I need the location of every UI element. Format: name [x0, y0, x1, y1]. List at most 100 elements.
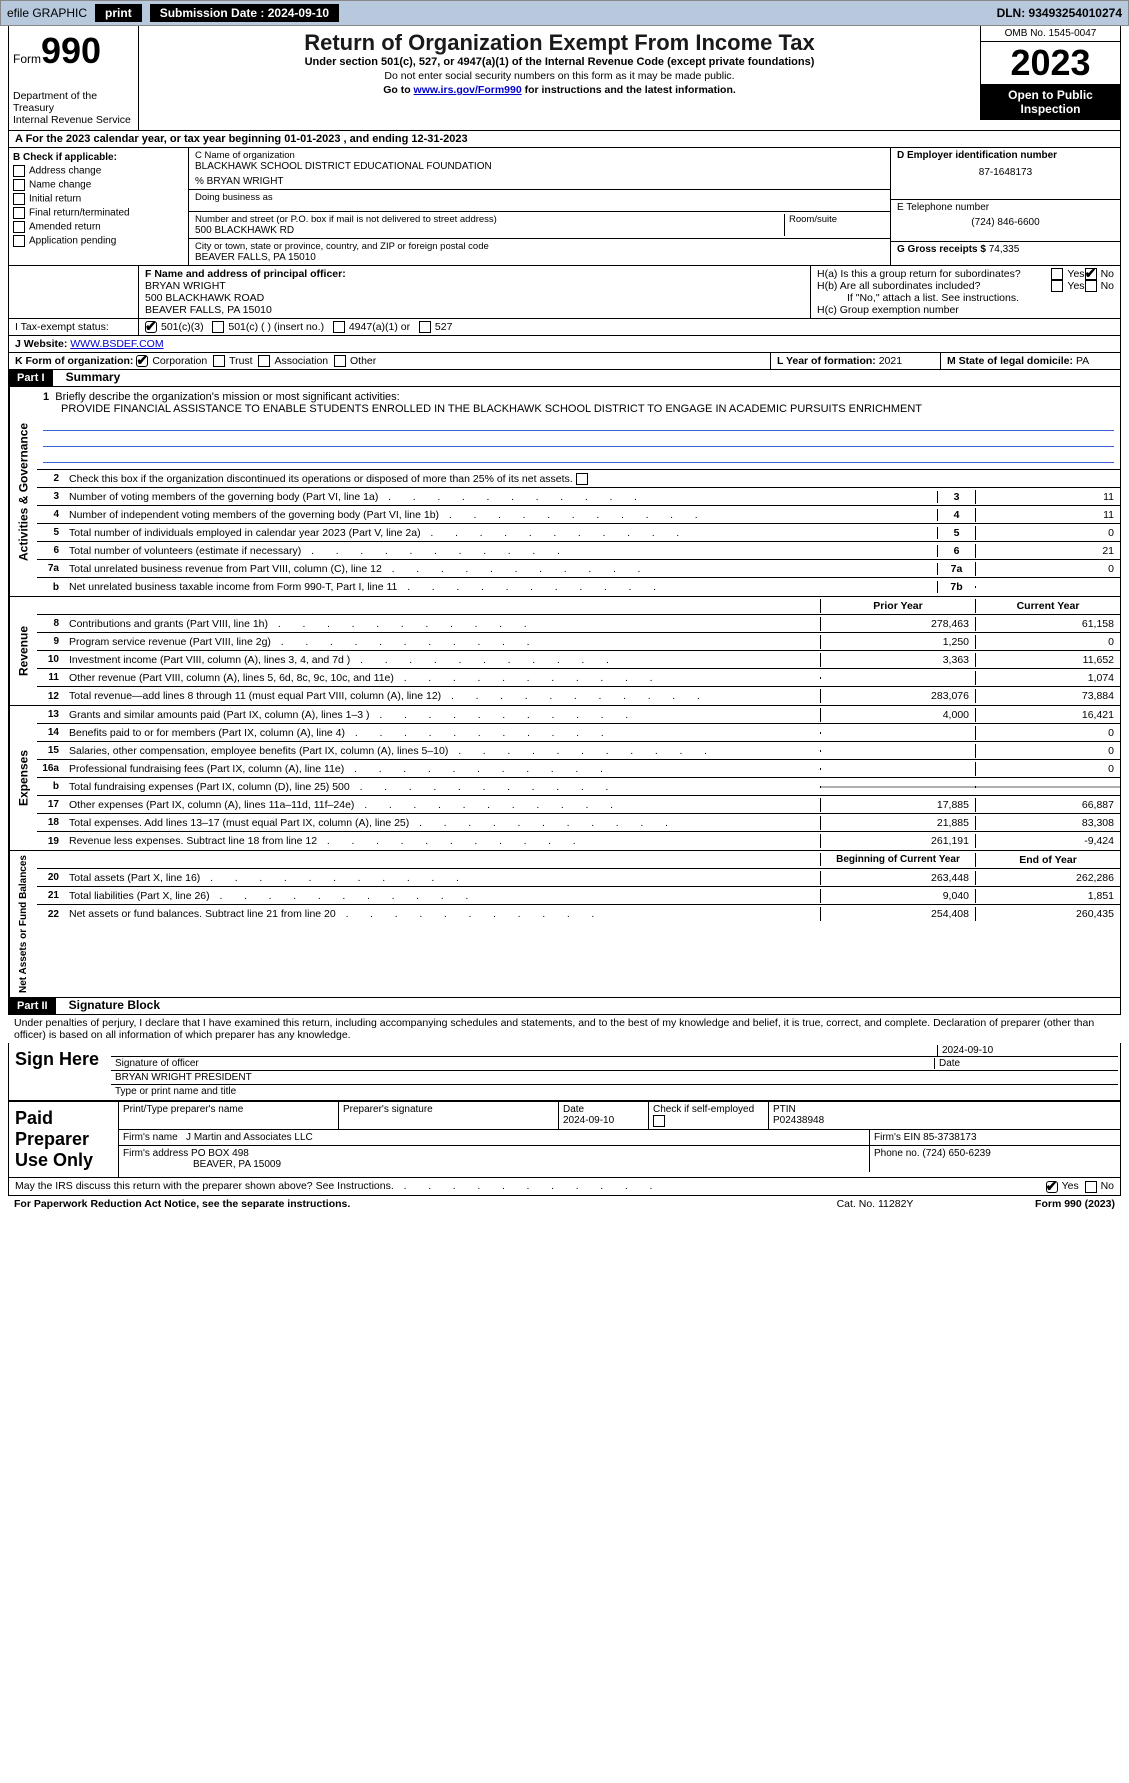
- yes-label: Yes: [1067, 268, 1084, 280]
- print-button[interactable]: print: [95, 4, 142, 22]
- activities-section: Activities & Governance 1 Briefly descri…: [8, 387, 1121, 597]
- colb-checkbox[interactable]: [13, 165, 25, 177]
- form-number: 990: [41, 30, 101, 71]
- curr-val: 262,286: [975, 871, 1120, 885]
- tax-year: 2023: [981, 42, 1120, 84]
- hb-no-checkbox[interactable]: [1085, 280, 1097, 292]
- line-text: Total revenue—add lines 8 through 11 (mu…: [65, 689, 820, 703]
- curr-val: 1,074: [975, 671, 1120, 685]
- form-header: Form990 Department of the Treasury Inter…: [8, 26, 1121, 131]
- corp-checkbox[interactable]: [136, 355, 148, 367]
- summary-value: 0: [975, 562, 1120, 576]
- discuss-no-checkbox[interactable]: [1085, 1181, 1097, 1193]
- firm-addr2: BEAVER, PA 15009: [123, 1159, 281, 1170]
- curr-val: 260,435: [975, 907, 1120, 921]
- submission-date-button[interactable]: Submission Date : 2024-09-10: [150, 4, 339, 22]
- line-text: Salaries, other compensation, employee b…: [65, 744, 820, 758]
- dba-label: Doing business as: [195, 192, 884, 203]
- website-link[interactable]: WWW.BSDEF.COM: [70, 338, 163, 350]
- care-of: % BRYAN WRIGHT: [195, 176, 884, 187]
- colb-item-label: Initial return: [29, 194, 81, 205]
- colb-checkbox[interactable]: [13, 207, 25, 219]
- officer-name-title: BRYAN WRIGHT PRESIDENT: [111, 1070, 1118, 1084]
- part1-name: Summary: [56, 370, 121, 384]
- netassets-label: Net Assets or Fund Balances: [9, 851, 37, 997]
- opt-501c: 501(c) ( ) (insert no.): [228, 321, 324, 333]
- line-text: Total liabilities (Part X, line 26): [65, 889, 820, 903]
- discuss-text: May the IRS discuss this return with the…: [15, 1180, 1046, 1192]
- line-text: Total expenses. Add lines 13–17 (must eq…: [65, 816, 820, 830]
- expenses-section: Expenses 13Grants and similar amounts pa…: [8, 706, 1121, 851]
- omb-number: OMB No. 1545-0047: [981, 26, 1120, 42]
- col-b-checkboxes: B Check if applicable: Address changeNam…: [9, 148, 189, 265]
- 527-checkbox[interactable]: [419, 321, 431, 333]
- colb-checkbox[interactable]: [13, 193, 25, 205]
- irs-link[interactable]: www.irs.gov/Form990: [414, 84, 522, 96]
- part2-badge: Part II: [9, 998, 56, 1014]
- line2-checkbox[interactable]: [576, 473, 588, 485]
- prior-val: 263,448: [820, 871, 975, 885]
- line-text: Program service revenue (Part VIII, line…: [65, 635, 820, 649]
- self-emp-checkbox[interactable]: [653, 1115, 665, 1127]
- summary-value: [975, 586, 1120, 588]
- 501c-checkbox[interactable]: [212, 321, 224, 333]
- gross-label: G Gross receipts $: [897, 244, 989, 255]
- line-text: Investment income (Part VIII, column (A)…: [65, 653, 820, 667]
- addr-label: Number and street (or P.O. box if mail i…: [195, 214, 784, 225]
- officer-row: F Name and address of principal officer:…: [8, 266, 1121, 319]
- irs-label: Internal Revenue Service: [13, 114, 134, 126]
- summary-line-text: Number of voting members of the governin…: [65, 490, 937, 504]
- row-a-period: A For the 2023 calendar year, or tax yea…: [8, 131, 1121, 148]
- top-toolbar: efile GRAPHIC print Submission Date : 20…: [0, 0, 1129, 26]
- line-text: Benefits paid to or for members (Part IX…: [65, 726, 820, 740]
- summary-line-text: Total number of volunteers (estimate if …: [65, 544, 937, 558]
- 4947-checkbox[interactable]: [333, 321, 345, 333]
- firm-ein: 85-3738173: [923, 1132, 976, 1143]
- prior-val: 9,040: [820, 889, 975, 903]
- sign-here-label: Sign Here: [9, 1043, 109, 1100]
- firm-ein-label: Firm's EIN: [874, 1132, 923, 1143]
- declaration-text: Under penalties of perjury, I declare th…: [8, 1015, 1121, 1043]
- prep-date: 2024-09-10: [563, 1115, 614, 1126]
- dept-label: Department of the Treasury: [13, 90, 134, 114]
- cat-no: Cat. No. 11282Y: [775, 1198, 975, 1210]
- opt-trust: Trust: [229, 355, 253, 367]
- form-footer: Form 990 (2023): [975, 1198, 1115, 1210]
- form-subtitle: Under section 501(c), 527, or 4947(a)(1)…: [149, 56, 970, 68]
- ha-no-checkbox[interactable]: [1085, 268, 1097, 280]
- org-name: BLACKHAWK SCHOOL DISTRICT EDUCATIONAL FO…: [195, 161, 884, 172]
- colb-checkbox[interactable]: [13, 235, 25, 247]
- discuss-inner: May the IRS discuss this return with the…: [15, 1180, 394, 1192]
- firm-phone-label: Phone no.: [874, 1148, 922, 1159]
- discuss-yes-checkbox[interactable]: [1046, 1181, 1058, 1193]
- 501c3-checkbox[interactable]: [145, 321, 157, 333]
- curr-val: 61,158: [975, 617, 1120, 631]
- firm-addr1: PO BOX 498: [191, 1148, 249, 1159]
- j-label: J Website:: [15, 338, 70, 350]
- firm-phone: (724) 650-6239: [922, 1148, 990, 1159]
- open-public: Open to Public Inspection: [981, 84, 1120, 120]
- colb-item-label: Final return/terminated: [29, 208, 130, 219]
- summary-line-text: Total number of individuals employed in …: [65, 526, 937, 540]
- ha-yes-checkbox[interactable]: [1051, 268, 1063, 280]
- colb-checkbox[interactable]: [13, 179, 25, 191]
- i-label: I Tax-exempt status:: [9, 319, 139, 335]
- line-text: Revenue less expenses. Subtract line 18 …: [65, 834, 820, 848]
- assoc-checkbox[interactable]: [258, 355, 270, 367]
- street-address: 500 BLACKHAWK RD: [195, 225, 784, 236]
- note2-pre: Go to: [383, 84, 413, 96]
- other-checkbox[interactable]: [334, 355, 346, 367]
- hb-yes-checkbox[interactable]: [1051, 280, 1063, 292]
- curr-val: 0: [975, 635, 1120, 649]
- city-state-zip: BEAVER FALLS, PA 15010: [195, 252, 884, 263]
- summary-line-text: Net unrelated business taxable income fr…: [65, 580, 937, 594]
- summary-value: 21: [975, 544, 1120, 558]
- firm-name-label: Firm's name: [123, 1132, 180, 1143]
- colb-checkbox[interactable]: [13, 221, 25, 233]
- gross-value: 74,335: [989, 244, 1020, 255]
- line2-inner: Check this box if the organization disco…: [69, 473, 573, 485]
- curr-val: 16,421: [975, 708, 1120, 722]
- org-name-label: C Name of organization: [195, 150, 884, 161]
- trust-checkbox[interactable]: [213, 355, 225, 367]
- prior-val: 254,408: [820, 907, 975, 921]
